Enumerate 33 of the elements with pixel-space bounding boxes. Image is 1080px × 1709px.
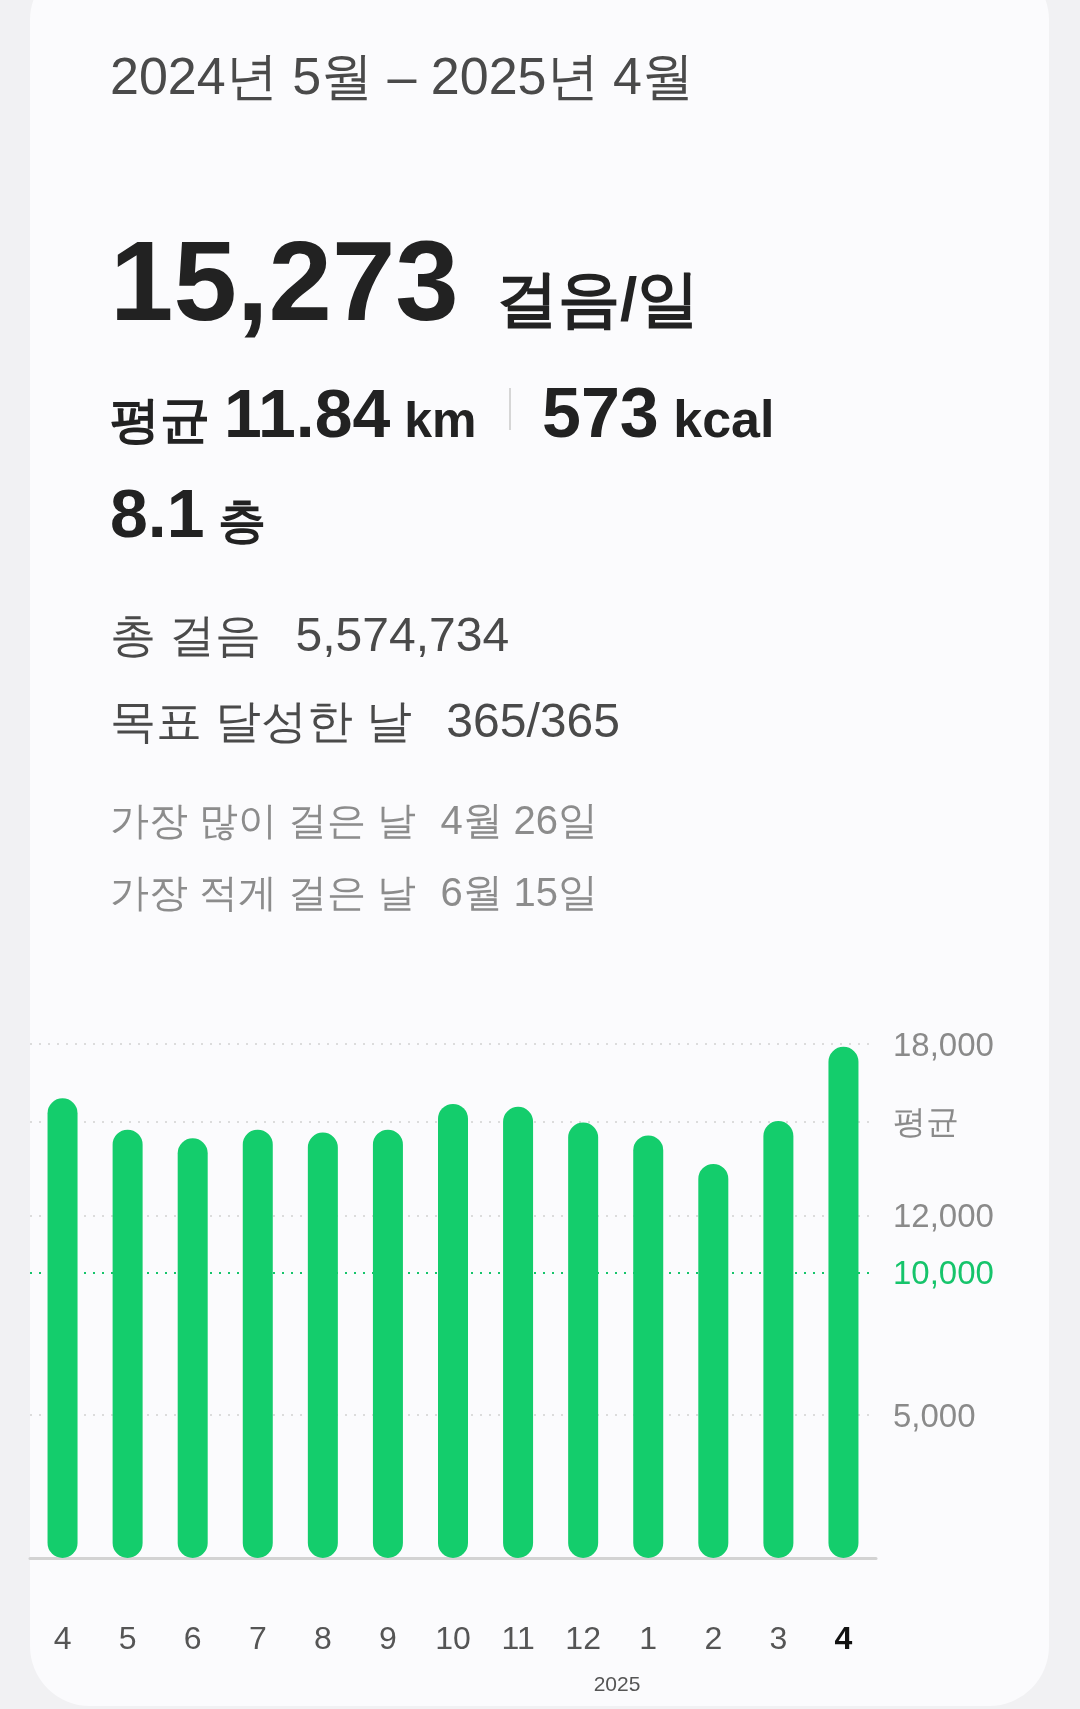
x-tick-label: 10 — [435, 1620, 471, 1656]
ref-line-label: 10,000 — [893, 1253, 994, 1291]
x-tick-label: 11 — [501, 1620, 535, 1656]
ref-line-label: 평균 — [893, 1103, 959, 1141]
x-tick-label: 6 — [183, 1620, 202, 1656]
bar — [307, 1132, 338, 1558]
x-tick-label: 1 — [639, 1620, 658, 1656]
y-tick-label: 5,000 — [893, 1396, 976, 1434]
x-tick-label: 9 — [379, 1620, 397, 1656]
x-tick-label: 4 — [53, 1620, 72, 1656]
x-tick-label: 4 — [834, 1620, 853, 1656]
text: 가장 많이 걸은 날 4월 26일 — [110, 798, 598, 843]
chart-title: 2024년 5월 – 2025년 4월 — [110, 47, 694, 105]
text: 목표 달성한 날 365/365 — [110, 694, 620, 748]
text: 2025 — [593, 1672, 641, 1696]
bar — [47, 1098, 78, 1558]
x-tick-label: 7 — [248, 1620, 267, 1656]
x-tick-label: 3 — [769, 1620, 788, 1656]
bar — [633, 1135, 664, 1558]
x-tick-label: 12 — [565, 1620, 601, 1656]
x-tick-label: 8 — [313, 1620, 332, 1656]
text: 573 kcal — [542, 373, 775, 452]
text: 15,273 걸음/일 — [110, 216, 700, 344]
x-tick-label: 2 — [704, 1620, 723, 1656]
bar — [763, 1121, 794, 1558]
bar — [177, 1138, 208, 1558]
text: 평균 11.84 km — [110, 375, 477, 452]
y-tick-label: 12,000 — [893, 1196, 994, 1234]
text: 8.1 층 — [110, 475, 266, 552]
y-tick-label: 18,000 — [893, 1025, 994, 1063]
text: 가장 적게 걸은 날 6월 15일 — [110, 870, 598, 915]
text: 총 걸음 5,574,734 — [110, 608, 510, 662]
x-tick-label: 5 — [118, 1620, 137, 1656]
